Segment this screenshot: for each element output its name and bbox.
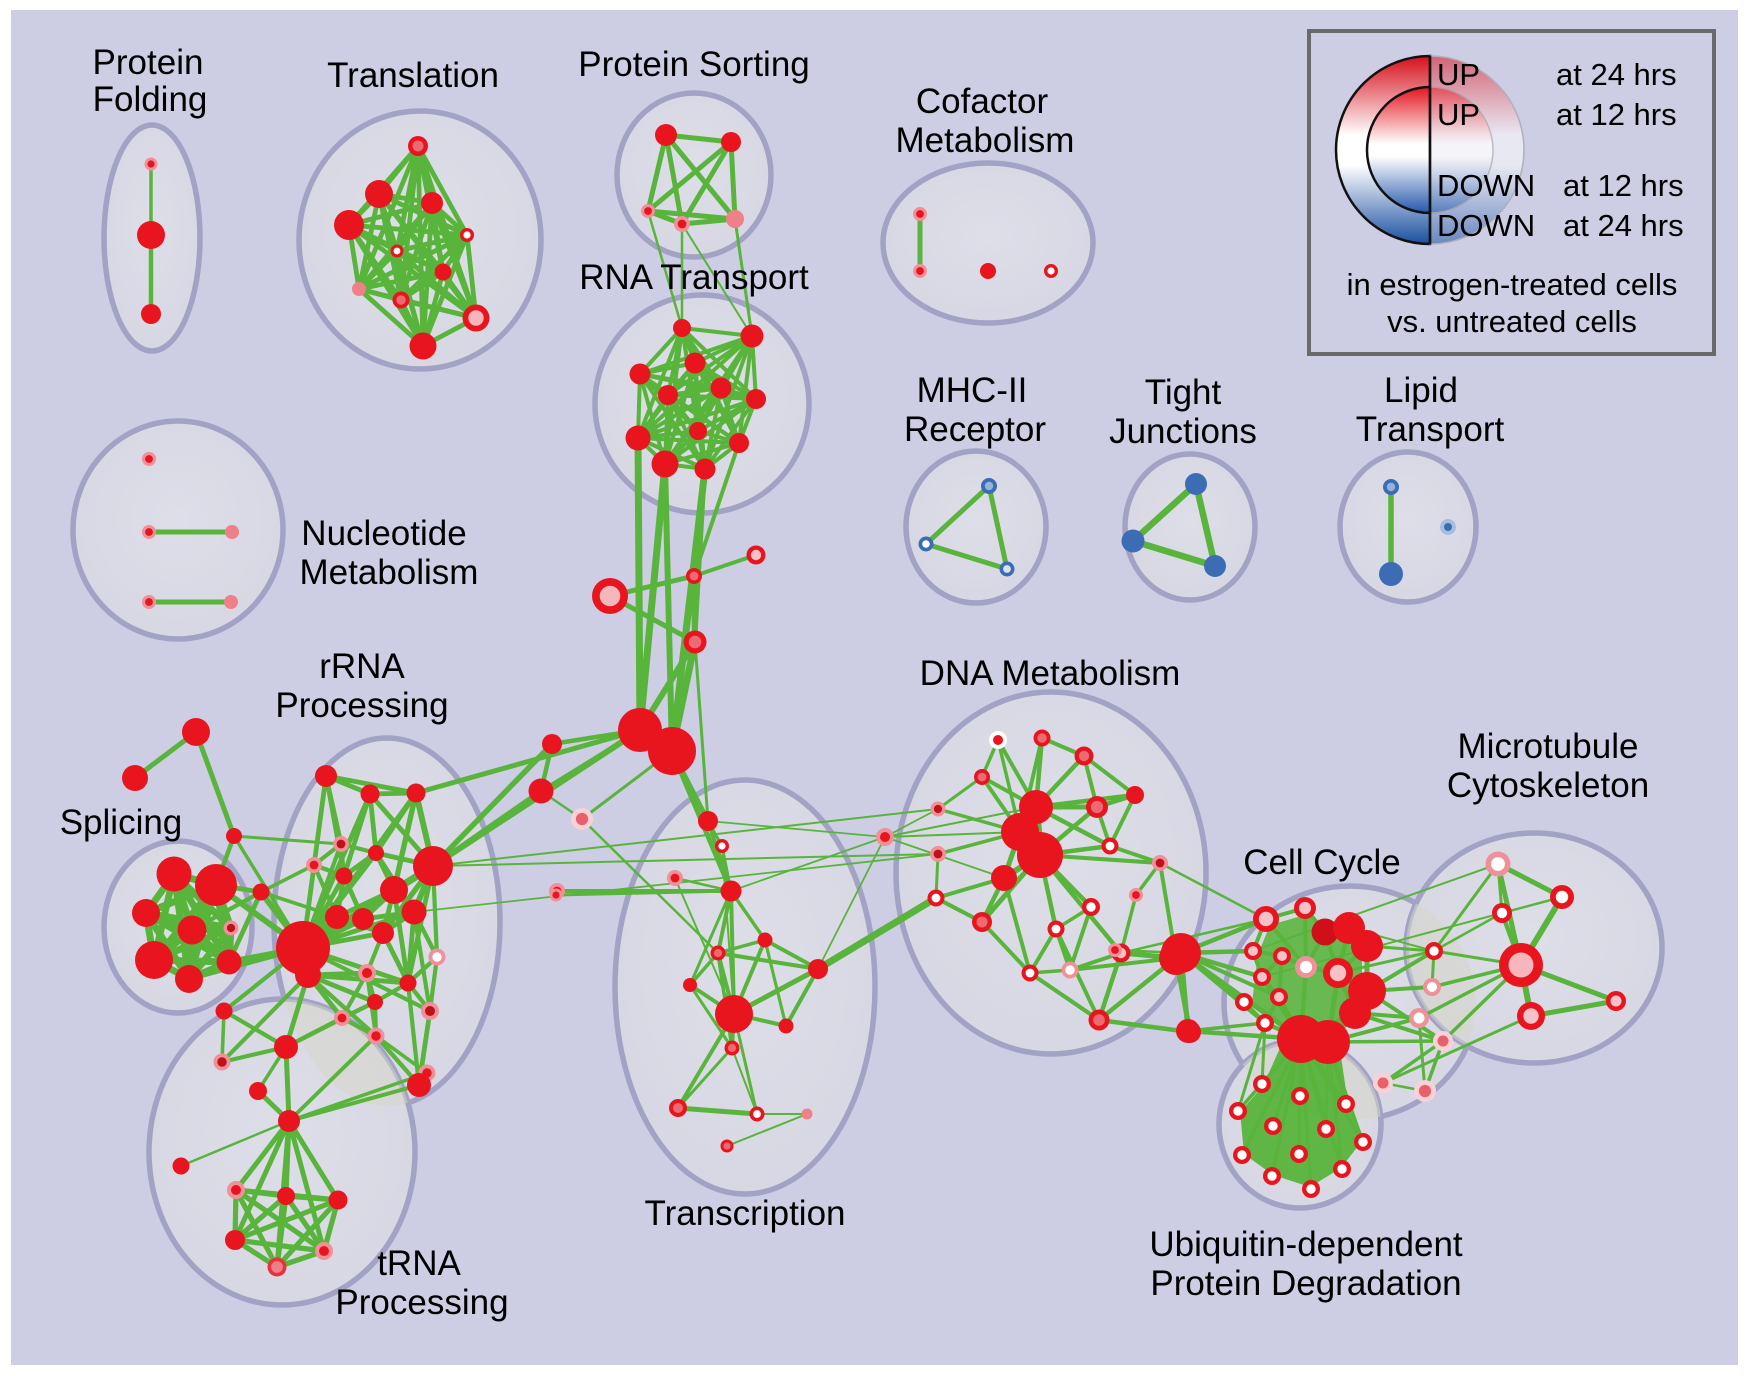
svg-text:Cell Cycle: Cell Cycle bbox=[1243, 843, 1401, 882]
svg-text:Junctions: Junctions bbox=[1109, 412, 1257, 451]
svg-text:RNA Transport: RNA Transport bbox=[579, 258, 809, 297]
svg-text:Translation: Translation bbox=[327, 56, 499, 95]
svg-text:UP: UP bbox=[1437, 57, 1480, 92]
svg-text:Metabolism: Metabolism bbox=[896, 121, 1075, 160]
svg-text:Receptor: Receptor bbox=[904, 410, 1046, 449]
svg-text:at 24 hrs: at 24 hrs bbox=[1556, 57, 1677, 92]
svg-text:Folding: Folding bbox=[93, 80, 208, 119]
svg-text:Lipid: Lipid bbox=[1384, 371, 1458, 410]
svg-text:Ubiquitin-dependent: Ubiquitin-dependent bbox=[1149, 1225, 1463, 1264]
svg-text:vs. untreated cells: vs. untreated cells bbox=[1387, 304, 1637, 339]
svg-text:at 24 hrs: at 24 hrs bbox=[1563, 208, 1684, 243]
svg-text:Transport: Transport bbox=[1356, 410, 1505, 449]
svg-text:DOWN: DOWN bbox=[1437, 208, 1535, 243]
svg-text:Metabolism: Metabolism bbox=[300, 553, 479, 592]
svg-text:Microtubule: Microtubule bbox=[1458, 727, 1639, 766]
svg-text:DNA Metabolism: DNA Metabolism bbox=[920, 654, 1181, 693]
svg-text:in estrogen-treated cells: in estrogen-treated cells bbox=[1347, 267, 1678, 302]
svg-text:DOWN: DOWN bbox=[1437, 168, 1535, 203]
svg-text:Splicing: Splicing bbox=[60, 803, 183, 842]
svg-text:Transcription: Transcription bbox=[645, 1194, 846, 1233]
svg-text:Processing: Processing bbox=[275, 686, 448, 725]
svg-text:Protein Sorting: Protein Sorting bbox=[578, 45, 810, 84]
svg-text:at 12 hrs: at 12 hrs bbox=[1556, 97, 1677, 132]
svg-text:at 12 hrs: at 12 hrs bbox=[1563, 168, 1684, 203]
svg-text:Tight: Tight bbox=[1145, 373, 1222, 412]
svg-text:Protein: Protein bbox=[93, 43, 204, 82]
svg-text:Processing: Processing bbox=[335, 1283, 508, 1322]
svg-text:UP: UP bbox=[1437, 97, 1480, 132]
svg-text:rRNA: rRNA bbox=[319, 647, 405, 686]
svg-text:Cofactor: Cofactor bbox=[916, 82, 1049, 121]
svg-text:Protein Degradation: Protein Degradation bbox=[1150, 1264, 1461, 1303]
svg-text:Nucleotide: Nucleotide bbox=[301, 514, 466, 553]
svg-text:Cytoskeleton: Cytoskeleton bbox=[1447, 766, 1649, 805]
svg-text:tRNA: tRNA bbox=[377, 1244, 461, 1283]
svg-text:MHC-II: MHC-II bbox=[917, 371, 1028, 410]
